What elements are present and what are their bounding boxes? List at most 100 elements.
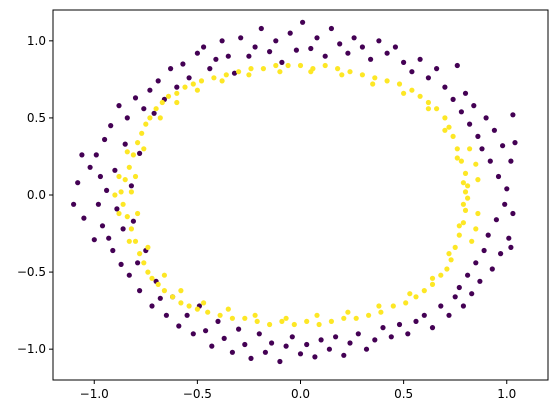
scatter-point — [246, 72, 252, 78]
scatter-point — [219, 78, 225, 84]
scatter-point — [252, 44, 258, 50]
scatter-point — [207, 66, 213, 72]
scatter-point — [170, 294, 176, 300]
scatter-point — [155, 78, 161, 84]
scatter-point — [110, 247, 116, 254]
scatter-point — [246, 53, 252, 59]
scatter-point — [372, 75, 378, 81]
scatter-point — [211, 75, 217, 81]
scatter-point — [141, 146, 147, 152]
scatter-point — [221, 335, 227, 341]
scatter-point — [370, 81, 376, 87]
scatter-point — [446, 251, 452, 257]
scatter-point — [118, 261, 124, 267]
scatter-point — [363, 346, 370, 352]
scatter-point — [122, 141, 128, 147]
points-layer — [71, 19, 518, 365]
scatter-point — [333, 334, 339, 340]
scatter-point — [345, 309, 351, 315]
scatter-point — [161, 272, 167, 278]
scatter-point — [174, 90, 180, 96]
scatter-point — [434, 106, 440, 112]
scatter-point — [269, 340, 275, 346]
scatter-point — [161, 288, 167, 294]
scatter-point — [366, 312, 372, 318]
scatter-point — [454, 146, 460, 152]
scatter-point — [229, 315, 235, 321]
scatter-point — [149, 275, 155, 281]
scatter-point — [137, 251, 143, 257]
scatter-point — [456, 232, 462, 238]
scatter-point — [462, 90, 469, 96]
scatter-point — [137, 150, 143, 156]
scatter-point — [128, 226, 134, 232]
scatter-point — [475, 133, 481, 139]
scatter-point — [378, 309, 384, 315]
scatter-point — [182, 84, 188, 90]
scatter-point — [434, 66, 440, 72]
scatter-point — [304, 318, 310, 324]
scatter-point — [236, 326, 242, 332]
scatter-point — [489, 266, 495, 272]
scatter-point — [485, 232, 491, 238]
x-tick-label: 1.0 — [497, 387, 516, 401]
scatter-point — [155, 281, 161, 287]
scatter-point — [118, 189, 124, 195]
scatter-point — [392, 44, 398, 50]
scatter-point — [289, 334, 295, 340]
scatter-point — [446, 312, 452, 318]
scatter-point — [190, 81, 196, 87]
scatter-point — [467, 121, 473, 127]
scatter-point — [512, 140, 518, 146]
scatter-point — [471, 103, 477, 109]
y-tick-label: 0.5 — [27, 111, 46, 125]
scatter-point — [456, 223, 462, 229]
scatter-point — [139, 130, 145, 136]
scatter-point — [351, 35, 357, 41]
scatter-point — [273, 38, 279, 44]
scatter-point — [491, 127, 497, 133]
scatter-point — [198, 78, 205, 84]
x-tick-label: −0.5 — [183, 387, 212, 401]
scatter-point — [147, 87, 153, 93]
scatter-point — [93, 152, 99, 158]
scatter-point — [248, 66, 254, 72]
scatter-point — [262, 349, 268, 355]
scatter-point — [450, 133, 456, 139]
scatter-point — [116, 103, 122, 109]
scatter-point — [467, 146, 473, 152]
scatter-point — [483, 115, 489, 121]
scatter-point — [145, 269, 151, 275]
scatter-point — [180, 61, 186, 67]
scatter-point — [421, 312, 427, 318]
scatter-point — [328, 318, 334, 324]
scatter-point — [248, 355, 254, 361]
scatter-point — [126, 164, 132, 170]
scatter-point — [104, 187, 110, 193]
scatter-point — [201, 44, 207, 50]
scatter-point — [75, 180, 81, 186]
scatter-point — [126, 272, 132, 278]
scatter-point — [145, 244, 151, 250]
scatter-point — [184, 312, 190, 318]
scatter-point — [283, 343, 289, 349]
scatter-point — [297, 62, 304, 69]
scatter-point — [396, 81, 403, 87]
scatter-point — [407, 291, 413, 297]
scatter-point — [231, 70, 238, 76]
scatter-point — [225, 53, 231, 59]
scatter-point — [460, 303, 466, 309]
scatter-point — [355, 331, 361, 337]
scatter-point — [203, 328, 209, 334]
scatter-point — [229, 349, 235, 355]
scatter-point — [194, 306, 200, 312]
scatter-point — [178, 288, 184, 294]
scatter-point — [380, 325, 386, 331]
scatter-point — [159, 99, 165, 106]
scatter-point — [149, 303, 155, 309]
scatter-point — [429, 281, 436, 287]
scatter-point — [285, 62, 291, 69]
scatter-point — [452, 294, 458, 300]
